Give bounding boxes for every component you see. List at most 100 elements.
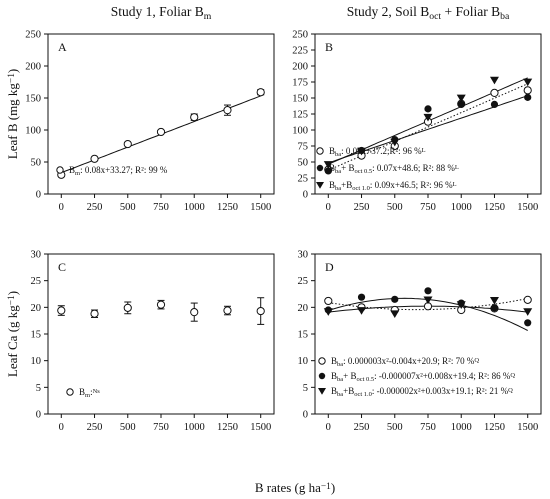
- data-point-b-s2: [390, 138, 400, 147]
- data-point-a-s0: [156, 127, 166, 137]
- data-point-d-s2: [390, 310, 400, 319]
- x-tick-label: 500: [387, 202, 403, 213]
- y-tick-label: 15: [31, 330, 42, 341]
- data-point-b-s0: [490, 88, 499, 97]
- x-tick-label: 250: [354, 422, 370, 433]
- data-point-b-s2: [489, 76, 499, 85]
- legend-marker-c: [66, 388, 74, 396]
- x-tick-label: 0: [59, 202, 64, 213]
- data-point-c-s0: [123, 303, 132, 312]
- legend-label-d: Bba: 0.000003x²-0.004x+20.9; R²: 70 %Q: [331, 356, 479, 368]
- data-point-b-s1: [324, 167, 332, 175]
- y-tick-label: 25: [31, 276, 42, 287]
- x-tick-label: 0: [326, 202, 331, 213]
- x-tick-label: 0: [326, 422, 331, 433]
- x-tick-label: 0: [59, 422, 64, 433]
- data-point-d-s2: [423, 296, 433, 305]
- legend-label-d: Bba+Boct 1.0: -0.000002x²+0.003x+19.1; R…: [331, 386, 513, 398]
- panel-letter-b: B: [325, 40, 333, 54]
- data-point-c-s0: [90, 309, 99, 318]
- data-point-b-s2: [523, 78, 533, 87]
- data-point-d-s1: [424, 287, 432, 295]
- data-point-c-s0: [223, 306, 232, 315]
- x-tick-label: 500: [387, 422, 403, 433]
- data-point-c-s0: [57, 306, 66, 315]
- data-point-b-s1: [490, 100, 499, 108]
- panel-d: D 0 250 500 750 1000 1250 1500 0 5 10 15 20 25 30 Bba: …: [298, 250, 542, 433]
- x-tick-label: 1000: [184, 202, 205, 213]
- x-tick-label: 1000: [451, 422, 472, 433]
- data-point-d-s2: [456, 301, 466, 309]
- y-tick-label: 225: [292, 46, 308, 57]
- y-tick-label: 50: [31, 158, 42, 169]
- ylabel-leaf-b: Leaf B (mg kg−1): [5, 69, 20, 159]
- y-tick-label: 250: [292, 30, 308, 41]
- legend-label-c: Bm:Ns: [79, 387, 100, 399]
- data-point-b-s2: [357, 147, 367, 156]
- x-tick-label: 1500: [250, 422, 271, 433]
- data-point-b-s2: [423, 113, 433, 122]
- y-tick-label: 0: [36, 410, 41, 421]
- y-tick-label: 25: [298, 174, 309, 185]
- data-point-d-s1: [524, 319, 532, 327]
- legend-label-a: Bm: 0.08x+33.27; R²: 99 %: [69, 165, 168, 177]
- x-tick-label: 1250: [217, 422, 238, 433]
- y-tick-label: 5: [303, 383, 308, 394]
- panel-a: A 0 250 500 750 1000 1250 1500 0 50 100 150 200 250 Bm…: [25, 30, 275, 213]
- x-tick-label: 750: [420, 202, 436, 213]
- legend-marker-d: [318, 388, 326, 395]
- data-point-c-s0: [256, 306, 265, 316]
- data-point-d-s0: [523, 295, 532, 304]
- y-tick-label: 10: [298, 356, 309, 367]
- legend-label-b: Bba: 0.09x+37.2;R²: 96 %L: [329, 146, 426, 158]
- data-point-c-s0: [190, 308, 199, 317]
- col-title-study2: Study 2, Soil Boct + Foliar Bba: [347, 4, 510, 22]
- legend-marker-b: [316, 147, 324, 155]
- col-title-study1: Study 1, Foliar Bm: [111, 4, 212, 22]
- y-tick-label: 20: [298, 303, 309, 314]
- data-point-b-s1: [424, 105, 432, 113]
- legend-marker-b: [316, 182, 324, 189]
- panel-letter-d: D: [325, 260, 334, 274]
- y-tick-label: 125: [292, 110, 308, 121]
- x-tick-label: 500: [120, 202, 136, 213]
- legend-label-b: Bba+ Boct 0.5: 0.07x+48.6; R²: 88 %L: [329, 163, 459, 175]
- legend-marker-d: [318, 372, 326, 380]
- data-point-d-s2: [357, 307, 367, 315]
- data-point-a-s0: [223, 106, 232, 115]
- data-point-d-s1: [490, 304, 499, 312]
- y-tick-label: 30: [31, 250, 42, 261]
- x-tick-label: 750: [153, 202, 169, 213]
- data-point-a-s0: [190, 113, 199, 122]
- data-point-d-s2: [489, 297, 499, 305]
- legend-label-b: Bba+Boct 1.0: 0.09x+46.5; R²: 96 %L: [329, 180, 457, 192]
- y-tick-label: 15: [298, 330, 309, 341]
- x-tick-label: 750: [153, 422, 169, 433]
- panel-letter-c: C: [58, 260, 66, 274]
- y-tick-label: 200: [292, 62, 308, 73]
- y-tick-label: 175: [292, 78, 308, 89]
- data-point-b-s1: [524, 93, 532, 101]
- legend-marker-a: [56, 166, 64, 174]
- x-tick-label: 250: [87, 422, 103, 433]
- x-tick-label: 1250: [217, 202, 238, 213]
- data-point-a-s0: [256, 88, 265, 97]
- x-tick-label: 1000: [184, 422, 205, 433]
- x-tick-label: 1500: [517, 202, 538, 213]
- data-point-b-s2: [456, 94, 466, 103]
- x-tick-label: 1250: [484, 202, 505, 213]
- y-tick-label: 20: [31, 303, 42, 314]
- panel-b: B 0 250 500 750 1000 1250 1500 0 25 50 75 100 125 150 1…: [292, 30, 542, 213]
- data-point-d-s0: [324, 296, 333, 306]
- y-tick-label: 5: [36, 383, 41, 394]
- xlabel-b-rates: B rates (g ha−1): [255, 480, 335, 495]
- legend-label-d: Bba+ Boct 0.5: -0.000007x²+0.008x+19.4; …: [331, 371, 515, 383]
- y-tick-label: 30: [298, 250, 309, 261]
- x-tick-label: 250: [354, 202, 370, 213]
- y-tick-label: 0: [303, 190, 308, 201]
- legend-marker-b: [316, 164, 324, 172]
- x-tick-label: 1250: [484, 422, 505, 433]
- legend-marker-d: [318, 357, 326, 365]
- x-tick-label: 750: [420, 422, 436, 433]
